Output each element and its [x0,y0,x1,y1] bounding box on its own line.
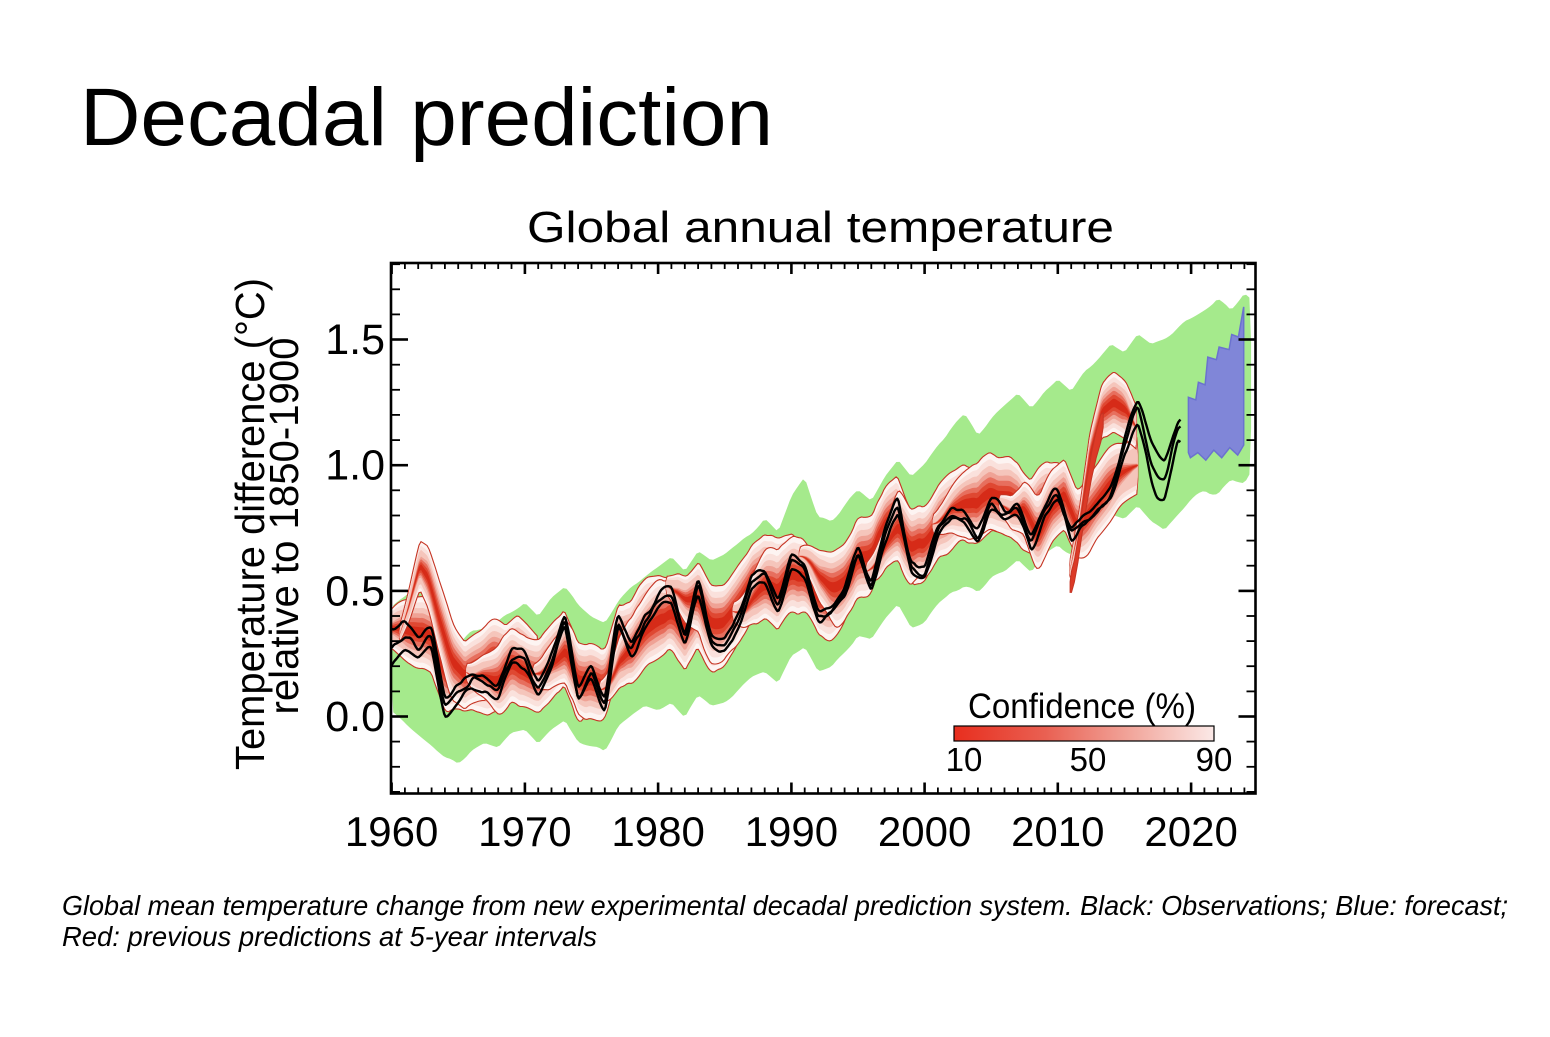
svg-text:0.5: 0.5 [325,567,385,615]
svg-text:Red: previous predictions at: Red: previous predictions at 5-year inte… [62,921,597,952]
svg-text:2020: 2020 [1144,808,1237,855]
svg-text:1990: 1990 [745,808,838,855]
svg-text:Global annual temperature: Global annual temperature [527,203,1114,252]
svg-text:1980: 1980 [611,808,704,855]
svg-text:Decadal prediction: Decadal prediction [80,72,773,163]
svg-text:1.5: 1.5 [325,316,385,364]
svg-text:relative to 1850-1900: relative to 1850-1900 [261,338,307,715]
svg-text:1.0: 1.0 [325,442,385,490]
svg-text:1970: 1970 [478,808,571,855]
svg-text:2010: 2010 [1011,808,1104,855]
svg-text:Global mean temperature change: Global mean temperature change from new … [62,890,1508,921]
svg-text:10: 10 [946,741,983,778]
svg-text:2000: 2000 [878,808,971,855]
svg-text:Temperature difference (°C): Temperature difference (°C) [227,278,273,770]
svg-text:90: 90 [1196,741,1233,778]
svg-text:50: 50 [1070,741,1107,778]
svg-text:Confidence (%): Confidence (%) [968,687,1196,726]
svg-text:0.0: 0.0 [325,693,385,741]
svg-text:1960: 1960 [345,808,438,855]
